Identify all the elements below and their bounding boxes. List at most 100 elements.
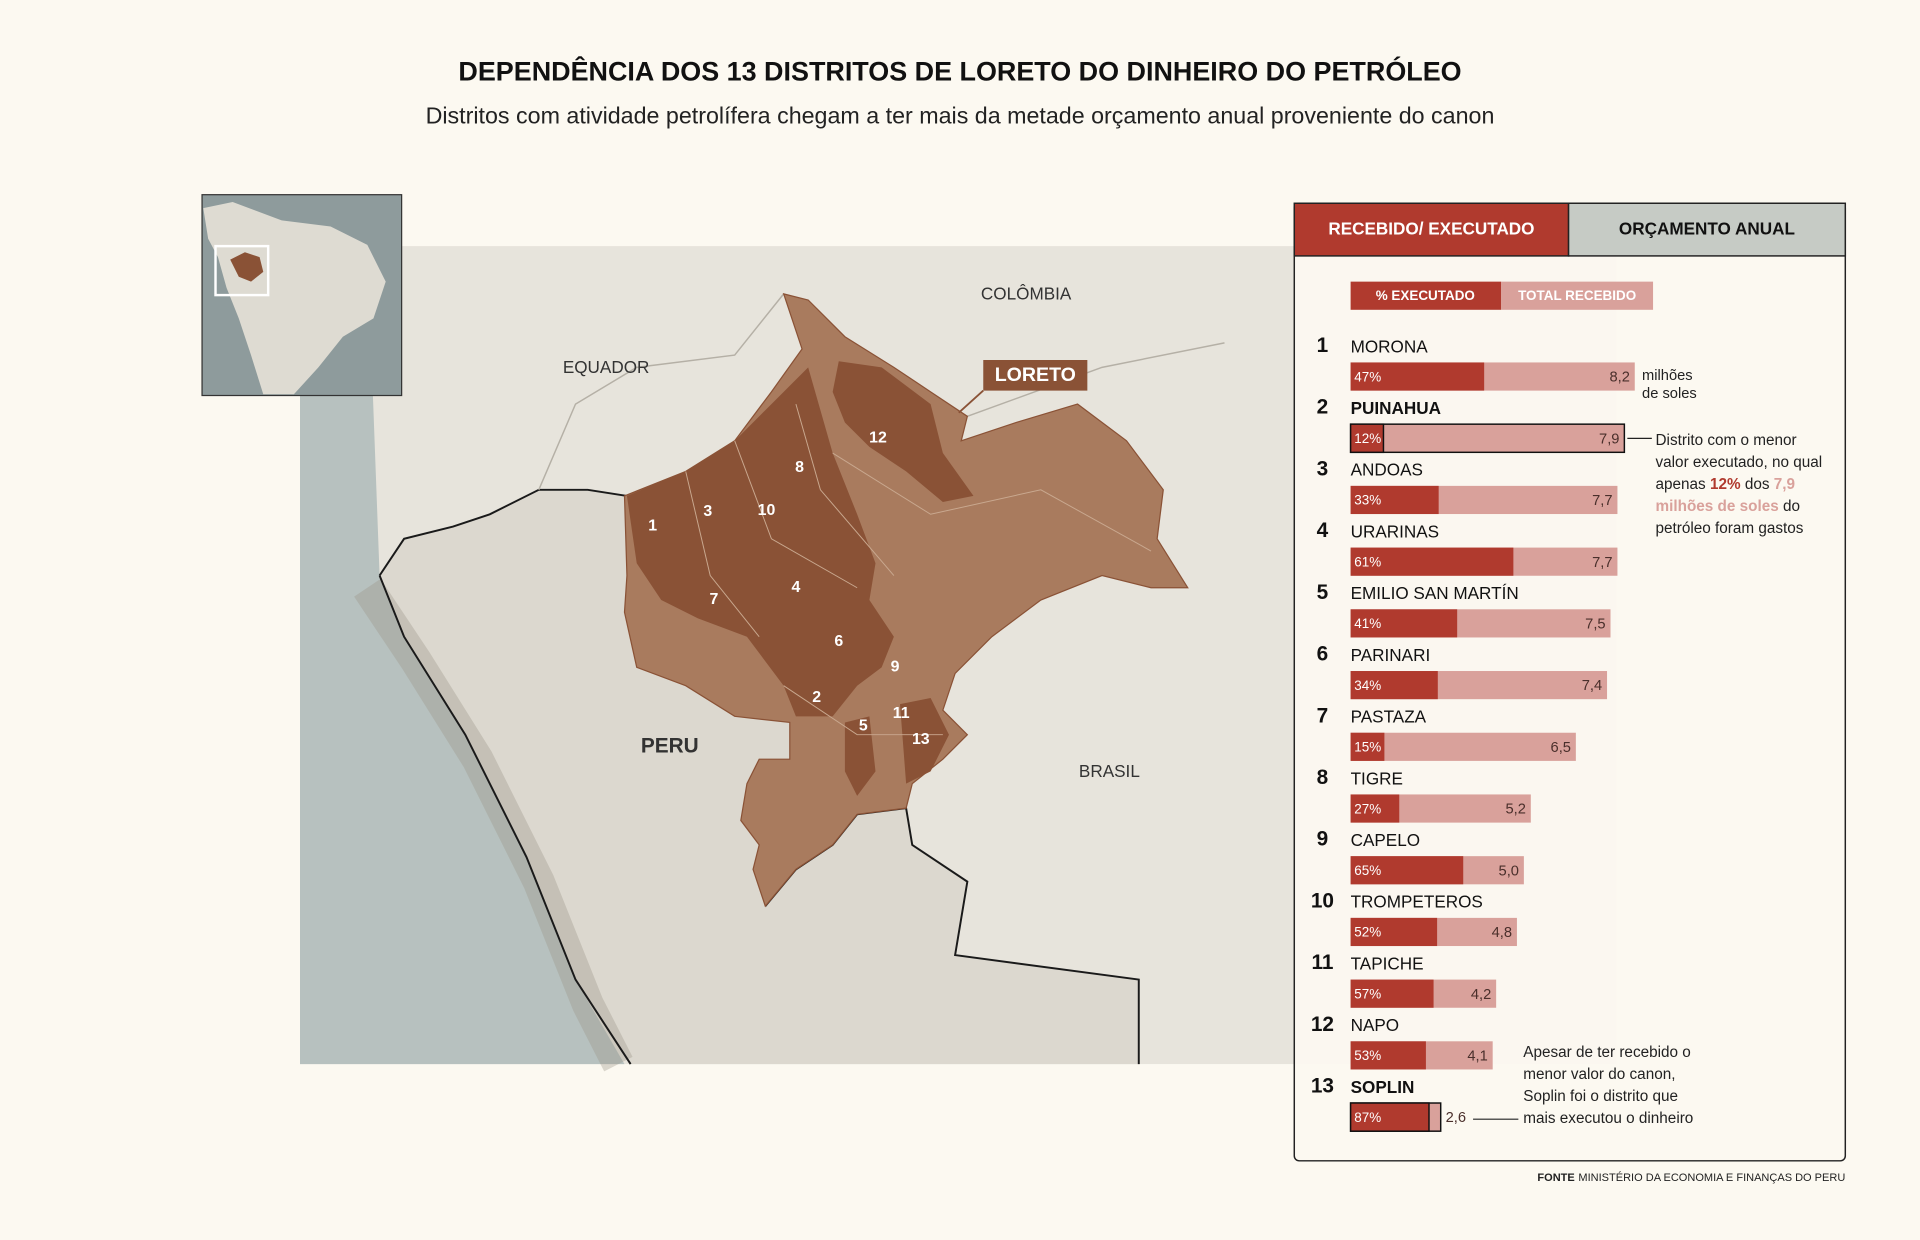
value-label: 7,9 — [1599, 431, 1619, 447]
oil-districts — [844, 697, 949, 796]
oil-districts — [626, 367, 894, 717]
district-number: 4 — [791, 579, 800, 596]
bar-executed — [1350, 917, 1438, 947]
unit-label: de soles — [1642, 386, 1697, 402]
district-number: 9 — [891, 659, 900, 676]
rank: 7 — [1317, 704, 1329, 727]
inset-map — [201, 194, 403, 397]
district-borders — [685, 403, 1152, 736]
inset-land — [203, 202, 386, 395]
value-label: 7,4 — [1582, 678, 1602, 694]
value-label: 41% — [1354, 616, 1381, 631]
district-number: 8 — [795, 459, 804, 476]
annotation-text: Apesar de ter recebido o — [1523, 1044, 1691, 1061]
legend-label: % EXECUTADO — [1376, 288, 1475, 303]
category-label: MORONA — [1351, 336, 1429, 356]
source-text: MINISTÉRIO DA ECONOMIA E FINANÇAS DO PER… — [1578, 1171, 1845, 1184]
rank: 6 — [1317, 643, 1329, 666]
district-number: 12 — [869, 430, 887, 447]
value-label: 52% — [1354, 925, 1381, 940]
country-label: PERU — [641, 734, 699, 757]
category-label: PUINAHUA — [1351, 398, 1441, 418]
country-borders — [538, 293, 1225, 491]
bar-executed — [1350, 1041, 1426, 1070]
value-label: 2,6 — [1446, 1110, 1466, 1126]
district-number: 6 — [834, 633, 843, 650]
value-label: 53% — [1354, 1048, 1381, 1063]
annotation: Apesar de ter recebido o — [1523, 1044, 1691, 1061]
district-number: 11 — [893, 705, 910, 722]
legend-label: TOTAL RECEBIDO — [1518, 288, 1636, 303]
bar-executed — [1350, 609, 1458, 638]
annotation: menor valor do canon, — [1523, 1066, 1675, 1083]
title: DEPENDÊNCIA DOS 13 DISTRITOS DE LORETO D… — [458, 56, 1461, 87]
category-label: NAPO — [1351, 1015, 1400, 1035]
legend-swatch — [1501, 281, 1654, 310]
region-label: LORETO — [995, 364, 1076, 386]
annotation-text: valor executado, no qual — [1656, 454, 1823, 471]
bar-executed — [1350, 732, 1385, 761]
annotation-text: 12% — [1710, 476, 1741, 493]
value-label: 7,7 — [1592, 555, 1612, 571]
source: FONTE MINISTÉRIO DA ECONOMIA E FINANÇAS D… — [1537, 1171, 1845, 1184]
region-leader — [958, 389, 984, 414]
bar-received — [1349, 423, 1626, 454]
annotation: petróleo foram gastos — [1656, 520, 1804, 537]
value-label: 87% — [1354, 1110, 1381, 1125]
annotation-text: 7,9 — [1774, 476, 1795, 493]
country-label: BRASIL — [1079, 761, 1140, 781]
unit-label: milhões — [1642, 368, 1693, 384]
rank: 12 — [1311, 1013, 1334, 1036]
category-label: SOPLIN — [1351, 1077, 1415, 1097]
category-label: PARINARI — [1351, 645, 1431, 665]
annotation-text: dos — [1741, 476, 1774, 493]
value-label: 8,2 — [1609, 370, 1629, 386]
subtitle: Distritos com atividade petrolífera cheg… — [426, 103, 1495, 129]
rank: 9 — [1317, 828, 1329, 851]
value-label: 34% — [1354, 678, 1381, 693]
value-label: 4,2 — [1471, 987, 1491, 1003]
district-number: 3 — [703, 503, 712, 520]
legend-swatch — [1350, 281, 1502, 310]
value-label: 6,5 — [1551, 740, 1571, 756]
annotation: Soplin foi o distrito que — [1523, 1088, 1678, 1105]
district-number: 13 — [912, 731, 930, 748]
category-label: CAPELO — [1351, 830, 1420, 850]
tab[interactable] — [1567, 202, 1847, 257]
bar-executed — [1350, 856, 1464, 885]
district-number: 5 — [859, 717, 868, 734]
bar-executed — [1350, 794, 1400, 823]
tab-label[interactable]: RECEBIDO/ EXECUTADO — [1328, 219, 1534, 239]
bar-executed — [1350, 485, 1439, 515]
ocean — [300, 246, 625, 1065]
rank: 10 — [1311, 889, 1334, 912]
annotation-text: apenas — [1656, 476, 1710, 493]
category-label: TAPICHE — [1351, 953, 1424, 973]
source-label: FONTE — [1537, 1172, 1574, 1184]
value-label: 12% — [1354, 431, 1381, 446]
value-label: 61% — [1354, 554, 1381, 569]
bar-executed — [1350, 362, 1485, 391]
country-label: COLÔMBIA — [981, 284, 1072, 304]
annotation-text: milhões de soles — [1656, 498, 1779, 515]
rank: 13 — [1311, 1075, 1334, 1098]
bar-executed — [1349, 423, 1385, 454]
value-label: 5,0 — [1499, 863, 1519, 879]
category-label: TIGRE — [1351, 768, 1403, 788]
inset-region — [230, 252, 264, 282]
value-label: 7,5 — [1585, 616, 1605, 632]
value-label: 57% — [1354, 986, 1381, 1001]
district-number: 2 — [812, 689, 821, 706]
district-number: 10 — [758, 502, 776, 519]
annotation: milhões de soles do — [1656, 498, 1801, 515]
rank: 4 — [1317, 519, 1329, 542]
peru-land — [379, 489, 1139, 1065]
bar-executed — [1350, 547, 1514, 576]
district-number: 7 — [709, 591, 718, 608]
rank: 5 — [1317, 581, 1329, 604]
region-label-box — [983, 359, 1088, 391]
tab-label[interactable]: ORÇAMENTO ANUAL — [1619, 219, 1795, 239]
annotation-text: do — [1779, 498, 1800, 515]
